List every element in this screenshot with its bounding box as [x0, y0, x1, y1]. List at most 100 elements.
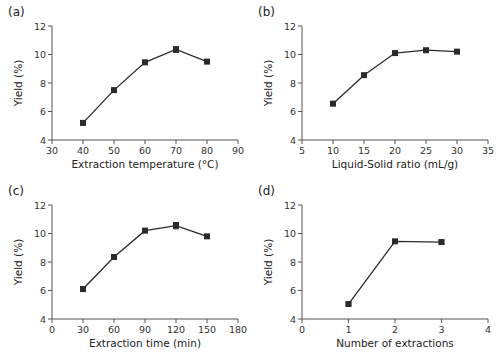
x-tick-label: 10	[327, 145, 339, 156]
x-tick-label: 40	[77, 145, 89, 156]
x-tick-label: 35	[482, 145, 494, 156]
panel: (a)304050607080904681012Extraction tempe…	[8, 5, 244, 170]
plot-data	[80, 223, 210, 293]
data-point	[173, 223, 179, 229]
y-tick-label: 10	[284, 228, 296, 239]
x-tick-label: 50	[108, 145, 120, 156]
y-tick	[48, 290, 52, 291]
x-tick	[238, 319, 239, 323]
plot-data	[346, 238, 445, 307]
y-tick	[298, 111, 302, 112]
y-tick	[298, 54, 302, 55]
x-tick-label: 180	[229, 324, 247, 335]
y-tick-label: 10	[34, 228, 46, 239]
x-tick	[488, 319, 489, 323]
y-tick	[298, 26, 302, 27]
data-point	[439, 239, 445, 245]
x-axis-label: Extraction time (min)	[89, 337, 201, 349]
x-tick	[207, 140, 208, 144]
panel: (d)012344681012Number of extractionsYiel…	[258, 184, 491, 349]
data-point	[142, 59, 148, 65]
x-tick-label: 15	[358, 145, 370, 156]
y-tick	[298, 319, 302, 320]
data-point	[346, 301, 352, 307]
y-axis-label: Yield (%)	[262, 239, 274, 287]
y-tick-label: 4	[290, 314, 296, 325]
data-point	[204, 233, 210, 239]
y-tick-label: 8	[290, 257, 296, 268]
y-tick-label: 6	[290, 285, 296, 296]
x-tick-label: 80	[201, 145, 213, 156]
x-tick	[333, 140, 334, 144]
y-tick-label: 10	[284, 49, 296, 60]
x-axis-label: Number of extractions	[336, 337, 454, 349]
data-point	[361, 72, 367, 78]
data-point	[204, 59, 210, 65]
y-tick-label: 6	[40, 285, 46, 296]
y-tick	[48, 26, 52, 27]
x-tick	[52, 319, 53, 323]
data-point	[423, 47, 429, 53]
y-tick-label: 12	[284, 200, 296, 211]
x-tick-label: 30	[46, 145, 58, 156]
x-tick	[145, 319, 146, 323]
figure: (a)304050607080904681012Extraction tempe…	[0, 0, 500, 358]
data-point	[454, 49, 460, 55]
x-tick-label: 20	[389, 145, 401, 156]
y-tick	[298, 233, 302, 234]
y-tick-label: 12	[34, 200, 46, 211]
panel: (b)51015202530354681012Liquid-Solid rati…	[258, 5, 494, 170]
x-tick-label: 30	[451, 145, 463, 156]
y-tick-label: 12	[34, 21, 46, 32]
x-tick	[441, 319, 442, 323]
y-tick	[48, 205, 52, 206]
x-tick	[207, 319, 208, 323]
data-point	[80, 286, 86, 292]
panel-label: (c)	[8, 184, 24, 198]
x-tick	[176, 140, 177, 144]
x-tick	[238, 140, 239, 144]
y-tick	[48, 140, 52, 141]
x-tick	[83, 140, 84, 144]
x-tick	[114, 140, 115, 144]
x-tick	[302, 140, 303, 144]
x-tick-label: 1	[345, 324, 351, 335]
x-tick-label: 150	[198, 324, 216, 335]
panel-label: (d)	[258, 184, 275, 198]
y-tick	[298, 290, 302, 291]
x-tick-label: 5	[299, 145, 305, 156]
y-tick	[298, 205, 302, 206]
data-point	[392, 238, 398, 244]
x-tick-label: 90	[232, 145, 244, 156]
x-tick-label: 120	[167, 324, 185, 335]
data-point	[173, 47, 179, 53]
data-line	[349, 241, 442, 304]
x-tick	[395, 140, 396, 144]
data-line	[333, 50, 457, 103]
x-tick-label: 3	[438, 324, 444, 335]
error-bar	[173, 47, 179, 53]
data-point	[330, 101, 336, 107]
y-tick-label: 4	[40, 135, 46, 146]
data-point	[392, 50, 398, 56]
x-tick	[364, 140, 365, 144]
x-tick	[457, 140, 458, 144]
y-tick-label: 12	[284, 21, 296, 32]
y-tick-label: 6	[40, 106, 46, 117]
x-tick	[52, 140, 53, 144]
y-axis-label: Yield (%)	[12, 239, 24, 287]
x-tick-label: 4	[485, 324, 491, 335]
error-bar	[173, 223, 179, 229]
x-tick-label: 30	[77, 324, 89, 335]
x-tick-label: 70	[170, 145, 182, 156]
y-tick-label: 4	[290, 135, 296, 146]
data-line	[83, 50, 207, 123]
x-tick	[114, 319, 115, 323]
y-tick-label: 8	[40, 78, 46, 89]
y-tick	[48, 111, 52, 112]
y-tick	[298, 83, 302, 84]
y-axis-label: Yield (%)	[262, 60, 274, 108]
x-tick-label: 2	[392, 324, 398, 335]
x-tick-label: 0	[49, 324, 55, 335]
y-tick-label: 10	[34, 49, 46, 60]
